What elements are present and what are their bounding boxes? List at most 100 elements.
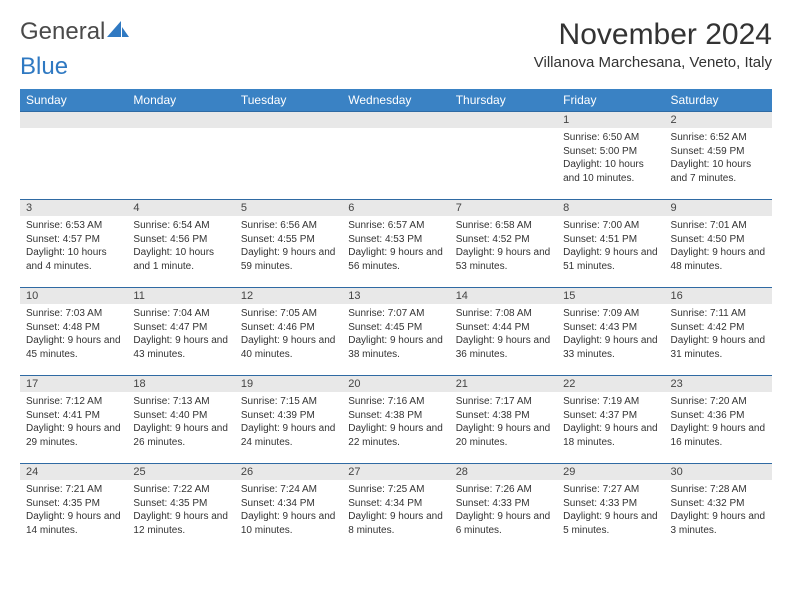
day-number: 7 bbox=[450, 200, 557, 216]
day-number: 8 bbox=[557, 200, 664, 216]
day-header: Tuesday bbox=[235, 89, 342, 112]
day-detail-line: Daylight: 9 hours and 16 minutes. bbox=[671, 422, 766, 449]
day-detail-line: Sunrise: 7:19 AM bbox=[563, 395, 658, 409]
day-detail-line: Sunrise: 6:50 AM bbox=[563, 131, 658, 145]
day-details: Sunrise: 6:56 AMSunset: 4:55 PMDaylight:… bbox=[235, 216, 342, 277]
day-detail-line: Sunrise: 7:12 AM bbox=[26, 395, 121, 409]
calendar-cell: 23Sunrise: 7:20 AMSunset: 4:36 PMDayligh… bbox=[665, 376, 772, 464]
day-detail-line: Sunrise: 7:01 AM bbox=[671, 219, 766, 233]
day-details: Sunrise: 7:13 AMSunset: 4:40 PMDaylight:… bbox=[127, 392, 234, 453]
day-detail-line: Sunrise: 7:26 AM bbox=[456, 483, 551, 497]
day-number: 17 bbox=[20, 376, 127, 392]
day-number bbox=[127, 112, 234, 128]
calendar-cell bbox=[450, 112, 557, 200]
day-number: 2 bbox=[665, 112, 772, 128]
calendar-cell bbox=[235, 112, 342, 200]
brand-word2: Blue bbox=[20, 53, 68, 80]
day-detail-line: Daylight: 9 hours and 3 minutes. bbox=[671, 510, 766, 537]
day-detail-line: Daylight: 9 hours and 40 minutes. bbox=[241, 334, 336, 361]
calendar-cell bbox=[127, 112, 234, 200]
day-detail-line: Sunrise: 7:15 AM bbox=[241, 395, 336, 409]
day-details: Sunrise: 7:28 AMSunset: 4:32 PMDaylight:… bbox=[665, 480, 772, 541]
day-detail-line: Sunrise: 6:53 AM bbox=[26, 219, 121, 233]
day-detail-line: Sunset: 4:43 PM bbox=[563, 321, 658, 335]
day-number: 19 bbox=[235, 376, 342, 392]
day-number: 16 bbox=[665, 288, 772, 304]
day-detail-line: Sunrise: 6:56 AM bbox=[241, 219, 336, 233]
day-detail-line: Sunrise: 7:13 AM bbox=[133, 395, 228, 409]
day-detail-line: Daylight: 9 hours and 29 minutes. bbox=[26, 422, 121, 449]
day-number: 29 bbox=[557, 464, 664, 480]
day-detail-line: Sunset: 4:32 PM bbox=[671, 497, 766, 511]
day-details: Sunrise: 7:19 AMSunset: 4:37 PMDaylight:… bbox=[557, 392, 664, 453]
calendar-cell: 6 Sunrise: 6:57 AMSunset: 4:53 PMDaylight… bbox=[342, 200, 449, 288]
day-details: Sunrise: 7:22 AMSunset: 4:35 PMDaylight:… bbox=[127, 480, 234, 541]
day-detail-line: Sunrise: 7:07 AM bbox=[348, 307, 443, 321]
day-details: Sunrise: 7:04 AMSunset: 4:47 PMDaylight:… bbox=[127, 304, 234, 365]
calendar-cell: 13Sunrise: 7:07 AMSunset: 4:45 PMDayligh… bbox=[342, 288, 449, 376]
day-detail-line: Sunset: 4:59 PM bbox=[671, 145, 766, 159]
day-number: 23 bbox=[665, 376, 772, 392]
day-detail-line: Daylight: 9 hours and 26 minutes. bbox=[133, 422, 228, 449]
calendar-cell: 7Sunrise: 6:58 AMSunset: 4:52 PMDaylight… bbox=[450, 200, 557, 288]
day-detail-line: Sunset: 4:56 PM bbox=[133, 233, 228, 247]
day-detail-line: Sunset: 4:45 PM bbox=[348, 321, 443, 335]
day-number bbox=[342, 112, 449, 128]
day-detail-line: Sunset: 4:53 PM bbox=[348, 233, 443, 247]
day-details: Sunrise: 7:27 AMSunset: 4:33 PMDaylight:… bbox=[557, 480, 664, 541]
day-detail-line: Sunset: 4:38 PM bbox=[456, 409, 551, 423]
day-detail-line: Sunset: 4:52 PM bbox=[456, 233, 551, 247]
day-detail-line: Daylight: 9 hours and 43 minutes. bbox=[133, 334, 228, 361]
day-number: 1 bbox=[557, 112, 664, 128]
day-number: 21 bbox=[450, 376, 557, 392]
day-detail-line: Daylight: 9 hours and 48 minutes. bbox=[671, 246, 766, 273]
day-detail-line: Sunset: 4:37 PM bbox=[563, 409, 658, 423]
day-number: 6 bbox=[342, 200, 449, 216]
day-number bbox=[450, 112, 557, 128]
day-detail-line: Sunrise: 7:17 AM bbox=[456, 395, 551, 409]
day-detail-line: Sunset: 4:40 PM bbox=[133, 409, 228, 423]
day-number: 9 bbox=[665, 200, 772, 216]
day-detail-line: Daylight: 9 hours and 56 minutes. bbox=[348, 246, 443, 273]
day-number bbox=[20, 112, 127, 128]
day-number: 25 bbox=[127, 464, 234, 480]
day-detail-line: Daylight: 10 hours and 4 minutes. bbox=[26, 246, 121, 273]
day-detail-line: Sunrise: 7:24 AM bbox=[241, 483, 336, 497]
day-detail-line: Sunset: 5:00 PM bbox=[563, 145, 658, 159]
day-detail-line: Daylight: 9 hours and 51 minutes. bbox=[563, 246, 658, 273]
day-number: 3 bbox=[20, 200, 127, 216]
day-detail-line: Sunrise: 7:16 AM bbox=[348, 395, 443, 409]
day-details: Sunrise: 6:52 AMSunset: 4:59 PMDaylight:… bbox=[665, 128, 772, 189]
day-detail-line: Daylight: 9 hours and 38 minutes. bbox=[348, 334, 443, 361]
day-details: Sunrise: 7:12 AMSunset: 4:41 PMDaylight:… bbox=[20, 392, 127, 453]
calendar-cell: 4Sunrise: 6:54 AMSunset: 4:56 PMDaylight… bbox=[127, 200, 234, 288]
day-detail-line: Sunrise: 7:11 AM bbox=[671, 307, 766, 321]
calendar-cell: 5Sunrise: 6:56 AMSunset: 4:55 PMDaylight… bbox=[235, 200, 342, 288]
day-detail-line: Sunset: 4:35 PM bbox=[133, 497, 228, 511]
calendar-cell: 19Sunrise: 7:15 AMSunset: 4:39 PMDayligh… bbox=[235, 376, 342, 464]
day-detail-line: Daylight: 9 hours and 31 minutes. bbox=[671, 334, 766, 361]
day-detail-line: Daylight: 9 hours and 45 minutes. bbox=[26, 334, 121, 361]
day-number: 11 bbox=[127, 288, 234, 304]
day-detail-line: Sunset: 4:35 PM bbox=[26, 497, 121, 511]
calendar-cell: 1Sunrise: 6:50 AMSunset: 5:00 PMDaylight… bbox=[557, 112, 664, 200]
calendar-week: 10Sunrise: 7:03 AMSunset: 4:48 PMDayligh… bbox=[20, 288, 772, 376]
day-number: 28 bbox=[450, 464, 557, 480]
calendar-week: 17Sunrise: 7:12 AMSunset: 4:41 PMDayligh… bbox=[20, 376, 772, 464]
brand-logo: General bbox=[20, 18, 129, 46]
calendar-cell: 27Sunrise: 7:25 AMSunset: 4:34 PMDayligh… bbox=[342, 464, 449, 552]
day-detail-line: Sunrise: 7:22 AM bbox=[133, 483, 228, 497]
day-detail-line: Daylight: 9 hours and 6 minutes. bbox=[456, 510, 551, 537]
calendar-cell: 30Sunrise: 7:28 AMSunset: 4:32 PMDayligh… bbox=[665, 464, 772, 552]
day-detail-line: Sunrise: 6:57 AM bbox=[348, 219, 443, 233]
day-number: 18 bbox=[127, 376, 234, 392]
calendar-cell: 16 Sunrise: 7:11 AMSunset: 4:42 PMDayligh… bbox=[665, 288, 772, 376]
day-detail-line: Daylight: 9 hours and 20 minutes. bbox=[456, 422, 551, 449]
day-details: Sunrise: 7:08 AMSunset: 4:44 PMDaylight:… bbox=[450, 304, 557, 365]
day-detail-line: Daylight: 9 hours and 33 minutes. bbox=[563, 334, 658, 361]
day-detail-line: Sunset: 4:42 PM bbox=[671, 321, 766, 335]
day-details: Sunrise: 7:03 AMSunset: 4:48 PMDaylight:… bbox=[20, 304, 127, 365]
calendar-cell: 10Sunrise: 7:03 AMSunset: 4:48 PMDayligh… bbox=[20, 288, 127, 376]
day-detail-line: Sunset: 4:34 PM bbox=[241, 497, 336, 511]
day-details: Sunrise: 6:54 AMSunset: 4:56 PMDaylight:… bbox=[127, 216, 234, 277]
